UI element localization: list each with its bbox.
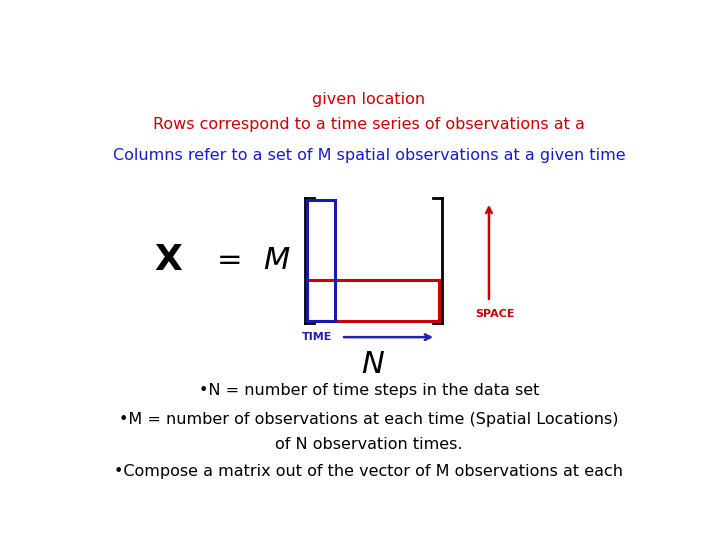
Text: =: =: [217, 246, 243, 275]
Text: SPACE: SPACE: [475, 309, 515, 319]
Text: $\mathit{N}$: $\mathit{N}$: [361, 350, 385, 379]
Text: •Compose a matrix out of the vector of M observations at each: •Compose a matrix out of the vector of M…: [114, 464, 624, 479]
Text: $\mathbf{X}$: $\mathbf{X}$: [153, 243, 183, 277]
Text: •N = number of time steps in the data set: •N = number of time steps in the data se…: [199, 383, 539, 398]
Text: Columns refer to a set of M spatial observations at a given time: Columns refer to a set of M spatial obse…: [113, 148, 625, 163]
Text: •M = number of observations at each time (Spatial Locations): •M = number of observations at each time…: [120, 412, 618, 427]
Text: Rows correspond to a time series of observations at a: Rows correspond to a time series of obse…: [153, 117, 585, 132]
Text: $\mathit{M}$: $\mathit{M}$: [264, 246, 291, 275]
Text: of N observation times.: of N observation times.: [275, 437, 463, 452]
Text: TIME: TIME: [302, 332, 333, 342]
Text: given location: given location: [312, 92, 426, 107]
